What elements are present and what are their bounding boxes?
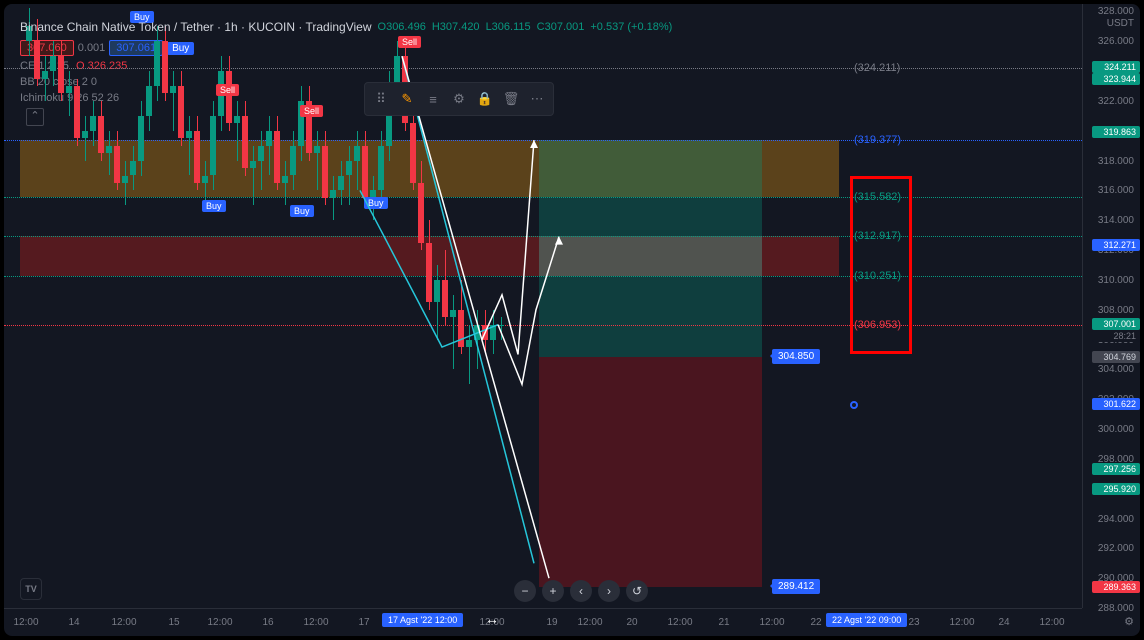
sell-signal: Sell [300,105,323,117]
y-tick: 292.000 [1098,543,1134,554]
price-tag: 301.622 [1092,398,1140,410]
price-flag[interactable]: 289.412 [772,579,820,594]
zoom-controls: − + ‹ › ↺ [514,580,648,602]
ohlc-close: C307.001 [537,21,585,33]
tradingview-logo[interactable]: TV [20,578,42,600]
time-tag: 22 Agst '22 09:00 [826,613,907,627]
pencil-icon[interactable]: ✎ [395,87,419,111]
price-tag: 323.944 [1092,73,1140,85]
trash-icon[interactable]: 🗑 [499,87,523,111]
y-tick: 304.000 [1098,364,1134,375]
x-tick: 21 [718,617,729,628]
x-axis[interactable]: 12:001412:001512:001612:00171812:001912:… [4,608,1082,636]
x-tick: 14 [68,617,79,628]
x-tick: 12:00 [577,617,602,628]
price-flag[interactable]: 304.850 [772,349,820,364]
x-tick: 12:00 [303,617,328,628]
y-axis-unit: USDT [1107,18,1134,29]
horizontal-line[interactable] [4,236,1082,237]
chart-header: Binance Chain Native Token / Tether · 1h… [20,20,672,34]
x-tick: 12:00 [111,617,136,628]
ohlc-open: O306.496 [378,21,426,33]
x-tick: 12:00 [1039,617,1064,628]
y-tick: 288.000 [1098,603,1134,614]
x-tick: 12:00 [759,617,784,628]
x-tick: 16 [262,617,273,628]
y-tick: 310.000 [1098,275,1134,286]
x-tick: 12:00 [207,617,232,628]
horizontal-line[interactable] [4,197,1082,198]
lock-icon[interactable]: 🔒 [473,87,497,111]
x-tick: 12:00 [13,617,38,628]
x-tick: 23 [908,617,919,628]
zoom-out-button[interactable]: − [514,580,536,602]
price-tag: 297.256 [1092,463,1140,475]
y-axis[interactable]: USDT 328.000326.000324.000322.000320.000… [1082,4,1140,608]
x-tick: 12:00 [667,617,692,628]
anchor-dot[interactable] [850,401,858,409]
zone-rect[interactable] [539,236,762,276]
y-tick: 316.000 [1098,185,1134,196]
drawing-toolbar: ⠿ ✎ ≡ ⚙ 🔒 🗑 ⋯ [364,82,554,116]
price-tag: 312.271 [1092,239,1140,251]
x-tick: 20 [626,617,637,628]
scroll-left-button[interactable]: ‹ [570,580,592,602]
y-tick: 322.000 [1098,96,1134,107]
more-icon[interactable]: ⋯ [525,87,549,111]
axis-settings-icon[interactable]: ⚙ [1124,615,1134,628]
y-tick: 300.000 [1098,424,1134,435]
zone-rect[interactable] [539,357,762,587]
time-tag: 17 Agst '22 12:00 [382,613,463,627]
horizontal-line[interactable] [4,140,1082,141]
sell-signal: Sell [398,36,421,48]
reset-button[interactable]: ↺ [626,580,648,602]
price-tag: 319.863 [1092,126,1140,138]
scroll-right-button[interactable]: › [598,580,620,602]
ohlc-high: H307.420 [432,21,480,33]
highlight-box [850,176,912,355]
buy-signal: Buy [290,205,314,217]
price-tag: 295.920 [1092,483,1140,495]
buy-signal: Buy [202,200,226,212]
buy-signal: Buy [364,197,388,209]
ohlc-change: +0.537 (+0.18%) [590,21,672,33]
y-tick: 328.000 [1098,6,1134,17]
price-tag: 304.769 [1092,351,1140,363]
x-tick: 17 [358,617,369,628]
price-tag: 28:21 [1092,330,1140,342]
settings-icon[interactable]: ⚙ [447,87,471,111]
x-tick: 12:00 [949,617,974,628]
chart-container: Binance Chain Native Token / Tether · 1h… [4,4,1140,636]
x-tick: 24 [998,617,1009,628]
y-tick: 314.000 [1098,215,1134,226]
symbol-title[interactable]: Binance Chain Native Token / Tether · 1h… [20,20,372,34]
price-tag: 307.001 [1092,318,1140,330]
x-tick: 22 [810,617,821,628]
y-tick: 318.000 [1098,156,1134,167]
lines-icon[interactable]: ≡ [421,87,445,111]
y-tick: 326.000 [1098,36,1134,47]
price-tag: 289.363 [1092,581,1140,593]
x-tick: 19 [546,617,557,628]
horizontal-line[interactable] [4,276,1082,277]
drag-handle-icon[interactable]: ⠿ [369,87,393,111]
horizontal-line[interactable] [4,325,1082,326]
resize-handle-icon[interactable]: ↔ [485,611,499,627]
x-tick: 15 [168,617,179,628]
hline-label: (324.211) [854,62,900,74]
y-tick: 294.000 [1098,514,1134,525]
sell-signal: Sell [216,84,239,96]
hline-label: (319.377) [854,134,901,146]
zoom-in-button[interactable]: + [542,580,564,602]
y-tick: 308.000 [1098,305,1134,316]
ohlc-low: L306.115 [486,21,531,33]
price-tag: 324.211 [1092,61,1140,73]
